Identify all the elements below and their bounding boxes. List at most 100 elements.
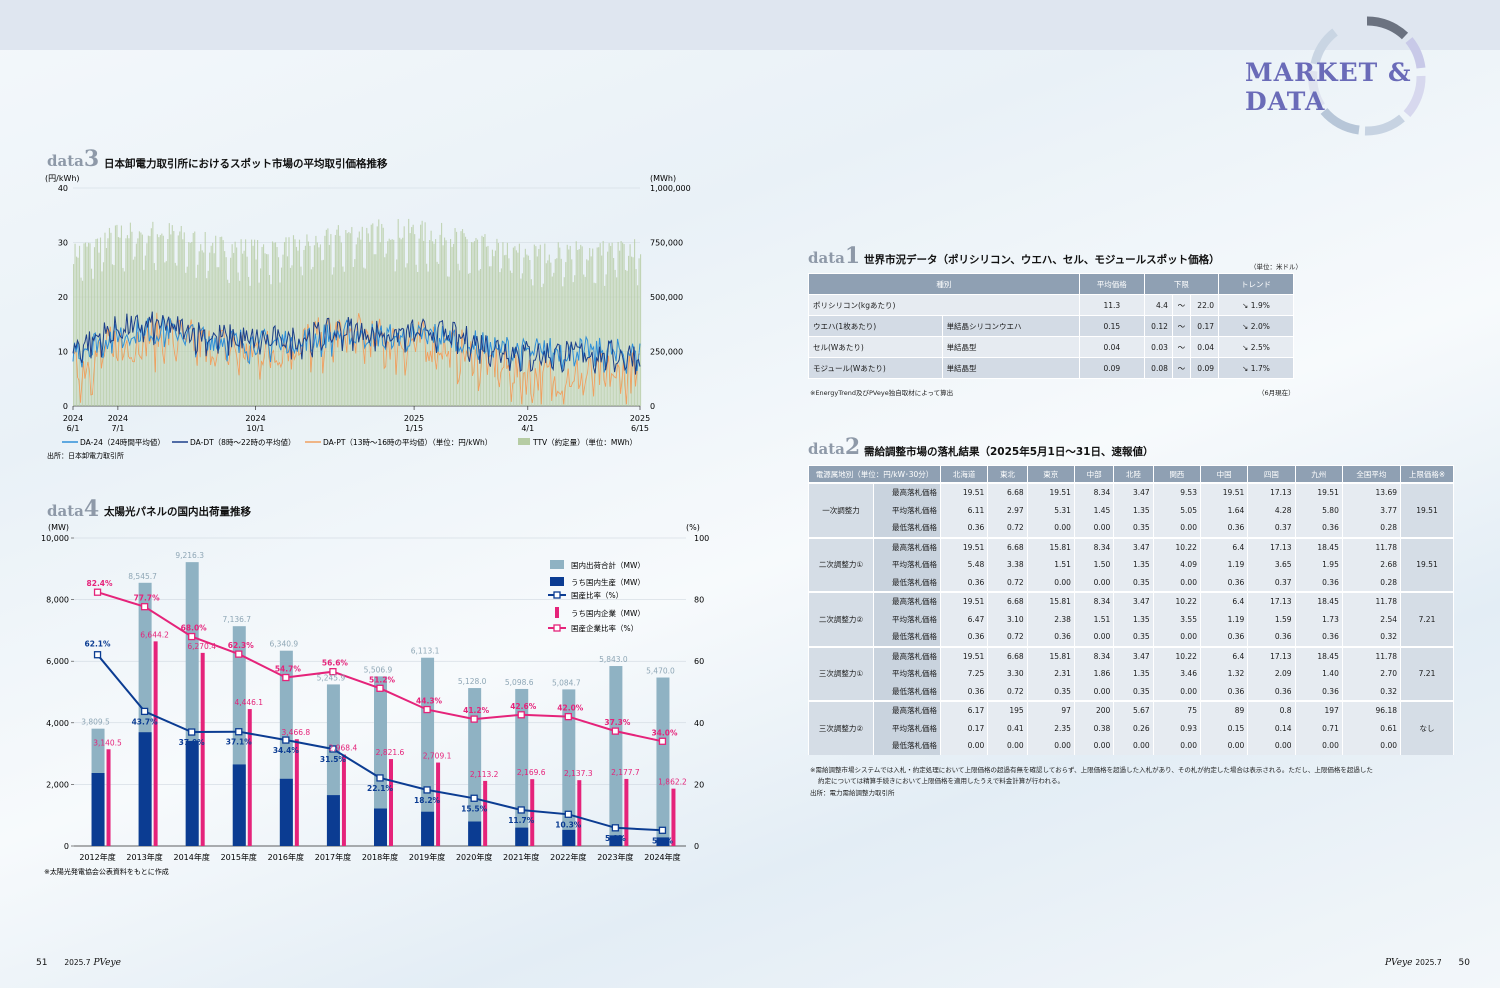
cell-value: 17.13	[1247, 591, 1296, 611]
cell-value: 0.71	[1294, 719, 1343, 737]
cell-value: 0.35	[1113, 628, 1154, 647]
x-tick-label: 2016年度	[268, 852, 304, 862]
cell-value: 6.4	[1199, 536, 1249, 556]
ttv-bar	[467, 273, 470, 406]
ttv-bar	[412, 224, 414, 406]
cell-value: 0.00	[1073, 519, 1115, 538]
table-row: モジュール(Wあたり) 単結晶型 0.09 0.08 ～ 0.09 ↘ 1.7%	[808, 357, 1294, 379]
data-label-total: 5,128.0	[458, 677, 487, 686]
col-header: 中国	[1199, 465, 1249, 484]
ttv-bar	[452, 243, 455, 406]
table-row: 三次調整力② 最高落札価格 6.17 195 97 200 5.67 75 89 0.8 197 96…	[808, 700, 1454, 755]
cell-value: 6.4	[1199, 645, 1249, 665]
data3-title: 日本卸電力取引所におけるスポット市場の平均取引価格推移	[104, 158, 388, 170]
ttv-bar	[274, 242, 277, 406]
x-tick-label: 2024	[245, 414, 265, 423]
ttv-bar	[140, 232, 142, 406]
bar-domestic	[609, 835, 623, 846]
ttv-bar	[99, 237, 102, 406]
cell-value: 0.28	[1341, 573, 1402, 592]
data-label-total: 5,470.0	[646, 667, 675, 676]
ttv-bar	[595, 283, 597, 406]
cell-value: 7.25	[939, 665, 989, 683]
cell-high: 0.17	[1189, 315, 1220, 337]
data-label-company-ratio: 62.3%	[228, 641, 255, 650]
ttv-bar	[539, 244, 541, 406]
ttv-bar	[252, 245, 254, 406]
col-header: 東北	[987, 465, 1028, 484]
y-left-tick-label: 8,000	[46, 596, 69, 605]
legend-total: 国内出荷合計（MW）	[571, 560, 645, 570]
cell-value: 0.00	[1152, 573, 1201, 592]
ttv-bar	[236, 247, 238, 406]
point-company-ratio	[282, 673, 290, 682]
ttv-bar	[216, 267, 218, 406]
ttv-bar	[132, 259, 134, 406]
ttv-bar	[607, 251, 609, 406]
cell-value: 18.45	[1294, 645, 1343, 665]
data-label-total: 6,340.9	[270, 640, 299, 649]
ttv-bar	[231, 244, 233, 406]
ttv-bar	[438, 263, 440, 406]
table-row: 最低落札価格 0.00 0.00 0.00 0.00 0.00 0.00 0.00 0.00 0.…	[809, 737, 1454, 755]
ttv-bar	[502, 242, 504, 406]
ttv-bar	[538, 248, 540, 406]
cell-value: 0.37	[1247, 519, 1296, 538]
ttv-bar	[632, 257, 634, 406]
cell-value: 0.00	[1152, 682, 1201, 701]
cell-value: 4.09	[1152, 556, 1201, 574]
ttv-bar	[80, 277, 82, 406]
ttv-bar	[406, 263, 408, 406]
point-ratio	[376, 774, 384, 782]
ttv-bar	[107, 238, 109, 406]
cell-value: 3.46	[1152, 665, 1201, 683]
ttv-bar	[536, 256, 538, 406]
ttv-bar	[458, 270, 461, 406]
data-label-ratio: 18.2%	[414, 796, 441, 805]
ttv-bar	[390, 239, 392, 406]
ttv-bar	[391, 239, 393, 406]
cell-value: 0.26	[1113, 719, 1154, 737]
table-row: 二次調整力② 最高落札価格 19.51 6.68 15.81 8.34 3.47 10.22 6…	[808, 591, 1454, 647]
ttv-bar	[303, 249, 305, 406]
data4-title: 太陽光パネルの国内出荷量推移	[104, 506, 251, 518]
cell-value: 1.51	[1073, 610, 1115, 628]
ttv-bar	[518, 243, 520, 406]
cell-tilde: ～	[1171, 336, 1191, 358]
ttv-bar	[581, 246, 583, 406]
y-left-tick-label: 4,000	[46, 719, 69, 728]
x-tick-label: 2015年度	[221, 852, 257, 862]
ttv-bar	[547, 260, 549, 406]
ttv-bar	[74, 243, 76, 406]
ttv-bar	[637, 285, 639, 406]
ttv-bar	[98, 252, 100, 406]
ttv-bar	[110, 232, 112, 406]
legend-dapt: DA-PT（13時～16時の平均値）（単位：円/kWh）	[323, 437, 492, 447]
ttv-bar	[210, 245, 212, 406]
ttv-bar	[575, 241, 577, 406]
cell-value: 3.10	[987, 610, 1028, 628]
ttv-bar	[463, 233, 465, 406]
ttv-bar	[149, 236, 151, 406]
ttv-bar	[128, 238, 130, 406]
y-right-unit: (%)	[686, 523, 700, 532]
ttv-bar	[90, 268, 93, 406]
y-left-tick-label: 40	[58, 184, 68, 193]
panel-shipment-chart: (MW) (%) 0 0 2,000 20 4,000 40 6,000 60 8,000 80 1…	[41, 523, 709, 876]
ttv-bar	[387, 241, 389, 406]
data-label-ratio: 37.0%	[179, 738, 206, 747]
ttv-bar	[578, 249, 580, 406]
ttv-bar	[376, 226, 378, 406]
ttv-bar	[506, 242, 508, 406]
ttv-bar	[548, 254, 550, 406]
ttv-bar	[382, 227, 384, 406]
y-right-tick-label: 80	[694, 596, 704, 605]
data-label-company: 6,270.4	[187, 642, 216, 651]
ttv-bar	[397, 219, 399, 406]
cell-value: 0.00	[1341, 737, 1402, 755]
ttv-bar	[451, 246, 453, 406]
cell-value: 0.15	[1199, 719, 1249, 737]
data1-note: ※EnergyTrend及びPVeye独自取材によって算出	[810, 389, 954, 397]
ttv-bar	[478, 270, 480, 406]
table-row: 最低落札価格 0.36 0.72 0.36 0.00 0.35 0.00 0.36 0.36 0.…	[809, 628, 1454, 647]
